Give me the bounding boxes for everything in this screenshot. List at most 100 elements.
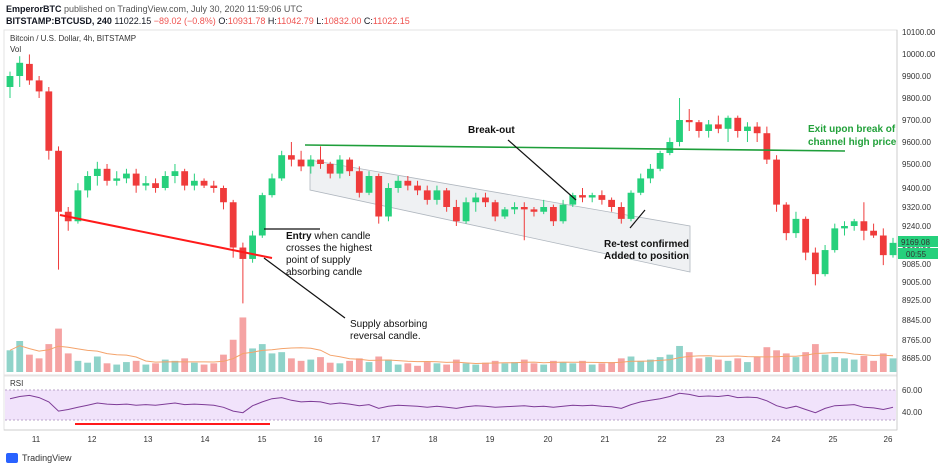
volume-bar [870,360,877,372]
breakout-label: Break-out [468,125,515,136]
time-tick: 15 [258,435,267,444]
volume-bar [860,355,868,372]
volume-bar [782,353,790,372]
volume-bar [123,362,130,372]
candle-body [870,230,877,236]
candle-body [181,171,189,186]
candle-body [84,176,92,191]
candle [821,245,829,277]
volume-bar [113,364,121,372]
candle [569,192,577,207]
price-tick: 9600.00 [902,138,931,147]
volume-bar [355,358,363,372]
candle-body [656,153,664,169]
time-axis[interactable]: 11 12 13 14 15 16 17 18 19 20 21 22 23 24 25 26 [32,435,893,444]
candle [84,171,92,198]
candle-body [549,207,557,222]
footer: TradingView [6,453,72,463]
candle [714,115,722,134]
chart-title: Bitcoin / U.S. Dollar, 4h, BITSTAMP [10,34,136,43]
candle [734,115,742,138]
candle [666,137,674,156]
candle-body [55,150,62,212]
candle-body [414,185,421,191]
candle [501,207,509,219]
rsi-line [9,392,894,414]
exit-label-line2: channel high price [808,137,897,148]
volume-bar [161,359,169,372]
candle [394,176,402,193]
candle-body [404,180,412,186]
published-text: published on TradingView.com, July 30, 2… [64,4,303,14]
candle-body [45,91,53,151]
volume-bar [889,358,897,372]
candle-body [375,176,383,217]
candle-body [152,183,159,188]
candle-body [501,209,509,217]
candle-body [171,171,179,176]
countdown-badge-bg [898,248,938,259]
volume-bar [676,345,683,372]
candle-body [811,252,819,275]
volume-bar [530,363,538,372]
chart-header: EmperorBTC published on TradingView.com,… [6,3,926,29]
candle [200,178,208,188]
volume-bar [220,354,227,372]
entry-label-line3: point of supply [286,255,351,266]
volume-bar [142,364,150,372]
candle-body [676,120,683,142]
candle [326,161,334,179]
candle [559,199,567,224]
volume-bar [404,363,412,372]
price-tick: 9320.00 [902,203,931,212]
entry-label-line1: Entry when candle [286,231,371,242]
candle [229,199,237,258]
candle [472,192,480,212]
time-tick: 22 [658,435,667,444]
candle-body [773,159,780,205]
footer-brand[interactable]: TradingView [22,453,72,463]
time-tick: 17 [372,435,381,444]
price-axis[interactable]: 10100.00 10000.00 9900.00 9800.00 9700.00 960… [902,28,936,363]
candle-body [297,159,305,167]
volume-bar [190,362,198,372]
supply-pointer-line [263,257,346,319]
candle-body [287,155,295,160]
price-tick: 9005.00 [902,278,931,287]
candle-body [346,159,354,172]
candle [365,171,373,196]
volume-bar [443,364,451,372]
channel-high-line [304,144,846,152]
candle [35,76,43,98]
volume-bar [802,352,810,372]
volume-bar [724,360,732,372]
high-label: H: [267,16,277,26]
rsi-tick: 60.00 [902,386,923,395]
candle [385,183,392,222]
candle [753,122,761,142]
candle-body [879,235,887,256]
candle-body [850,221,858,226]
volume-bar [132,360,140,372]
last-price: 11022.15 [114,16,152,26]
candle [297,150,305,172]
candle-body [608,199,616,207]
volume-bar [297,360,305,372]
candle-body [792,218,800,234]
volume-bar [472,364,480,372]
volume-bar [307,359,315,372]
retest-label-line2: Added to position [604,251,689,262]
author-name[interactable]: EmperorBTC [6,4,62,14]
volume-bar [763,347,771,372]
volume-bar [482,362,489,372]
candle [773,155,780,212]
candle-body [685,120,693,123]
volume-bar [773,350,780,372]
candle-body [802,218,810,253]
symbol-label[interactable]: BITSTAMP:BTCUSD, 240 [6,16,112,26]
candle-body [588,195,596,198]
candle-body [26,63,33,81]
time-tick: 25 [829,435,838,444]
volume-bar [511,362,518,372]
